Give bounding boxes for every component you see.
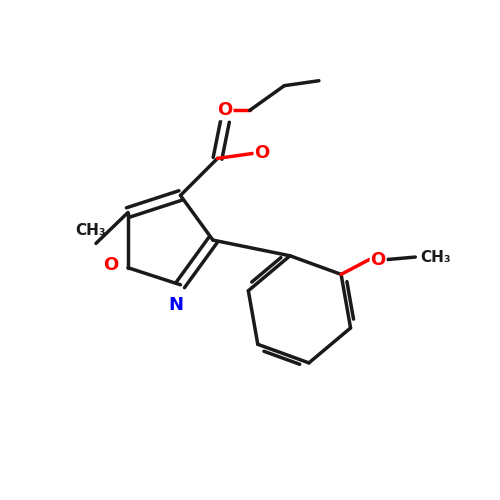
Text: CH₃: CH₃	[420, 250, 451, 264]
Text: O: O	[254, 144, 270, 162]
Text: O: O	[218, 102, 232, 119]
Text: N: N	[168, 296, 183, 314]
Text: O: O	[103, 256, 118, 274]
Text: CH₃: CH₃	[76, 224, 106, 238]
Text: O: O	[370, 250, 386, 268]
